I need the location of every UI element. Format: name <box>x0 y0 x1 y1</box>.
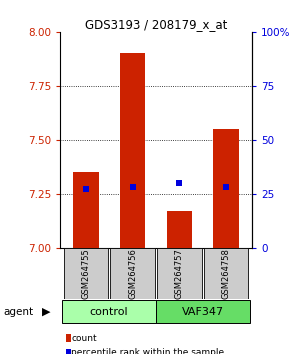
Text: GSM264758: GSM264758 <box>222 248 231 299</box>
Text: control: control <box>90 307 128 316</box>
Bar <box>64 248 108 299</box>
Bar <box>213 129 239 248</box>
Text: VAF347: VAF347 <box>182 307 224 316</box>
Bar <box>110 248 155 299</box>
Bar <box>157 248 202 299</box>
Bar <box>62 299 156 324</box>
Text: GSM264756: GSM264756 <box>128 248 137 299</box>
Bar <box>120 53 146 248</box>
Text: GSM264757: GSM264757 <box>175 248 184 299</box>
Bar <box>73 172 99 248</box>
Text: count: count <box>71 333 97 343</box>
Text: percentile rank within the sample: percentile rank within the sample <box>71 348 224 354</box>
Bar <box>156 299 250 324</box>
Bar <box>167 211 192 248</box>
Bar <box>204 248 248 299</box>
Text: GSM264755: GSM264755 <box>81 248 90 299</box>
Text: agent: agent <box>3 307 33 316</box>
Title: GDS3193 / 208179_x_at: GDS3193 / 208179_x_at <box>85 18 227 31</box>
Text: ▶: ▶ <box>42 307 51 316</box>
